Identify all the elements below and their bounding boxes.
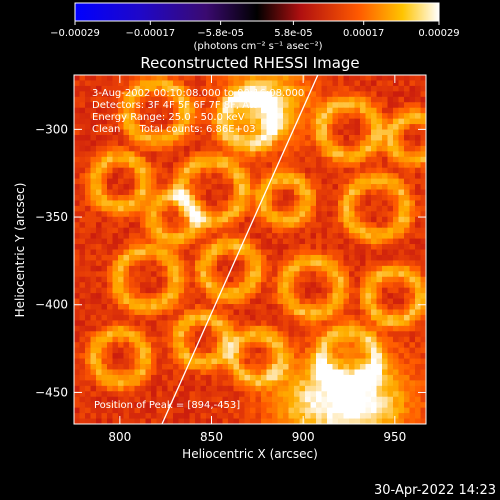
solar-limb-line (161, 75, 319, 424)
colorbar-tick-label: 0.00029 (418, 28, 459, 39)
x-axis-ticks: 800 850 900 950 (108, 75, 406, 444)
y-axis-ticks: −300 −350 −400 −450 (35, 122, 426, 399)
colorbar-tick-label: 5.8e-05 (274, 28, 312, 39)
y-tick-label: −450 (35, 385, 68, 399)
colorbar (74, 2, 440, 22)
annotation-total-counts: Clean Total counts: 6.86E+03 (92, 124, 256, 135)
peak-position-label: Position of Peak = [894,-453] (94, 400, 240, 411)
timestamp: 30-Apr-2022 14:23 (374, 483, 496, 498)
chart-title: Reconstructed RHESSI Image (140, 54, 359, 72)
y-axis-label: Heliocentric Y (arcsec) (13, 183, 27, 318)
annotation-time-range: 3-Aug-2002 00:10:08.000 to 00:16:08.000 (92, 88, 304, 99)
colorbar-tick-label: −0.00029 (50, 28, 100, 39)
colorbar-ticks: −0.00029 −0.00017 −5.8e-05 5.8e-05 0.00017 0.… (50, 21, 460, 39)
y-tick-label: −350 (35, 210, 68, 224)
colorbar-tick-label: 0.00017 (343, 28, 384, 39)
x-axis-label: Heliocentric X (arcsec) (182, 447, 318, 461)
x-tick-label: 850 (200, 430, 223, 444)
y-tick-label: −300 (35, 122, 68, 136)
annotation-detectors: Detectors: 3F 4F 5F 6F 7F 8F, Att 1 (92, 100, 266, 111)
colorbar-tick-label: −0.00017 (125, 28, 175, 39)
plot-frame (73, 74, 427, 425)
colorbar-tick-label: −5.8e-05 (197, 28, 244, 39)
x-tick-label: 800 (108, 430, 131, 444)
annotation-energy-range: Energy Range: 25.0 - 50.0 keV (92, 112, 245, 123)
colorbar-unit-label: (photons cm⁻² s⁻¹ asec⁻²) (193, 41, 322, 52)
x-tick-label: 900 (292, 430, 315, 444)
x-tick-label: 950 (383, 430, 406, 444)
heatmap-image (74, 75, 426, 424)
y-tick-label: −400 (35, 298, 68, 312)
